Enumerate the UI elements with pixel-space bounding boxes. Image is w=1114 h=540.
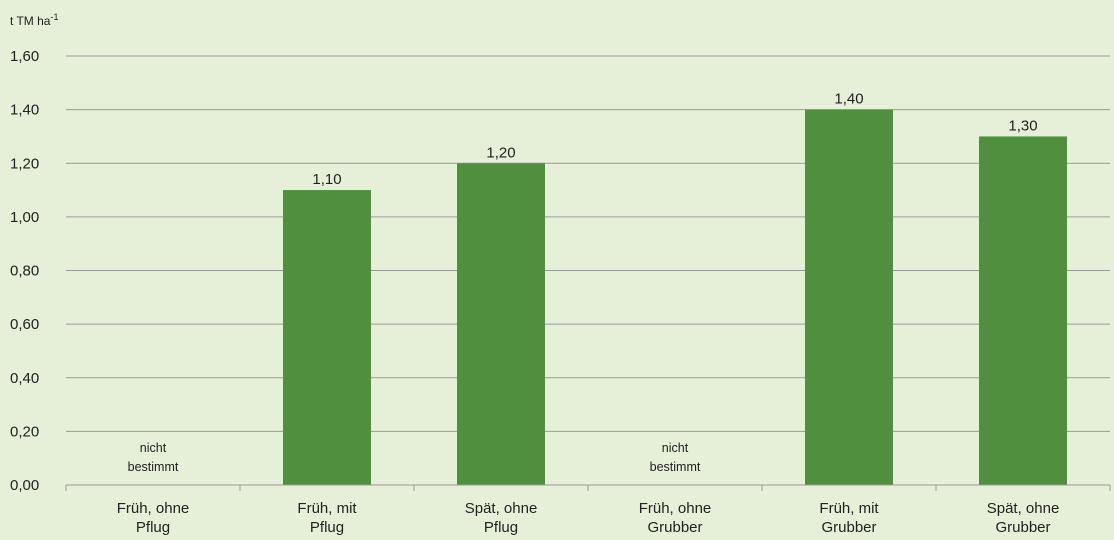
- x-tick-label: Früh, mit Grubber: [819, 500, 879, 536]
- x-tick-label: Spät, ohne Pflug: [465, 500, 538, 536]
- y-tick-label: 1,00: [10, 209, 39, 226]
- data-label: 1,20: [486, 144, 515, 161]
- x-tick-label: Früh, mit Pflug: [297, 500, 357, 536]
- data-labels: nicht bestimmt 1,10 1,20 nicht bestimmt 1,40 1,…: [128, 91, 1038, 474]
- bar: [457, 163, 545, 485]
- x-axis: Früh, ohne Pflug Früh, mit Pflug Spät, ohne P…: [65, 484, 1111, 536]
- y-tick-label: 1,60: [10, 48, 39, 65]
- data-label: 1,10: [312, 171, 341, 188]
- bar: [805, 109, 893, 485]
- gridlines: [66, 55, 1110, 432]
- x-tick-label: Früh, ohne Grubber: [639, 500, 712, 536]
- data-label: 1,40: [834, 91, 863, 108]
- y-tick-label: 0,80: [10, 263, 39, 280]
- x-tick-label: Früh, ohne Pflug: [117, 500, 190, 536]
- y-tick-label: 1,20: [10, 155, 39, 172]
- bar: [283, 190, 371, 485]
- y-tick-label: 0,00: [10, 477, 39, 494]
- bars: [283, 109, 1067, 485]
- not-determined-note: nicht bestimmt: [128, 441, 179, 474]
- y-axis-unit-label: t TM ha-1: [10, 12, 58, 28]
- y-tick-label: 1,40: [10, 102, 39, 119]
- bar: [979, 136, 1067, 485]
- y-tick-label: 0,20: [10, 423, 39, 440]
- y-tick-label: 0,60: [10, 316, 39, 333]
- x-tick-label: Spät, ohne Grubber: [987, 500, 1060, 536]
- y-axis-ticks: 0,00 0,20 0,40 0,60 0,80 1,00 1,20 1,40 1,60: [10, 48, 39, 494]
- y-tick-label: 0,40: [10, 370, 39, 387]
- data-label: 1,30: [1008, 117, 1037, 134]
- not-determined-note: nicht bestimmt: [650, 441, 701, 474]
